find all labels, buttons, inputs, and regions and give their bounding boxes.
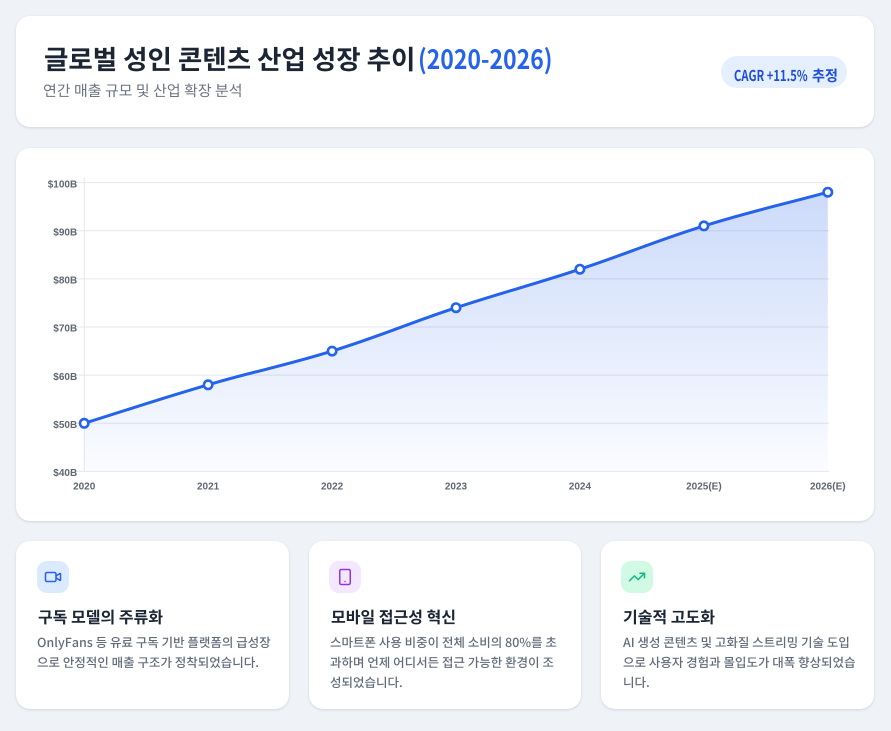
svg-text:2020: 2020 <box>73 482 96 493</box>
svg-text:2025(E): 2025(E) <box>686 482 722 493</box>
svg-text:$40B: $40B <box>53 468 77 479</box>
svg-text:$80B: $80B <box>53 276 77 287</box>
svg-text:2026(E): 2026(E) <box>810 482 846 493</box>
svg-text:2024: 2024 <box>569 482 592 493</box>
svg-text:2023: 2023 <box>445 482 468 493</box>
svg-text:$100B: $100B <box>48 179 77 190</box>
svg-text:2022: 2022 <box>321 482 344 493</box>
svg-text:2021: 2021 <box>197 482 220 493</box>
svg-text:$70B: $70B <box>53 324 77 335</box>
svg-text:$60B: $60B <box>53 372 77 383</box>
svg-text:$50B: $50B <box>53 420 77 431</box>
svg-text:$90B: $90B <box>53 227 77 238</box>
